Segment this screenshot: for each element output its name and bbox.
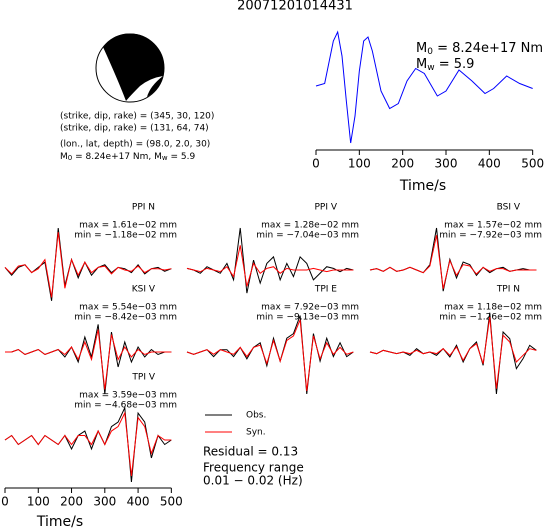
syn-trace bbox=[369, 235, 537, 289]
x-tick-label: 100 bbox=[348, 157, 371, 171]
subscript: 0 bbox=[68, 154, 72, 162]
subscript: w bbox=[427, 63, 434, 73]
min-amplitude: min = −7.92e−03 mm bbox=[439, 231, 542, 241]
frequency-title: Frequency range bbox=[203, 461, 304, 475]
legend-label: Obs. bbox=[246, 411, 266, 421]
x-tick-label: 0 bbox=[312, 157, 320, 171]
max-amplitude: max = 7.92e−03 mm bbox=[261, 303, 359, 313]
obs-trace bbox=[5, 324, 172, 395]
beachball bbox=[95, 33, 165, 103]
x-tick-label: 500 bbox=[521, 157, 544, 171]
station-name: KSI V bbox=[132, 285, 156, 295]
max-amplitude: max = 3.59e−03 mm bbox=[79, 391, 177, 401]
min-amplitude: min = −4.68e−03 mm bbox=[74, 401, 177, 411]
subscript: w bbox=[162, 154, 168, 162]
station-name: TPI E bbox=[314, 285, 337, 295]
obs-trace bbox=[186, 315, 354, 395]
x-tick-label: 200 bbox=[391, 157, 414, 171]
x-tick-label: 200 bbox=[60, 495, 83, 509]
text: = 5.9 bbox=[168, 152, 196, 162]
min-amplitude: min = −9.13e−03 mm bbox=[256, 313, 359, 323]
x-axis-label: Time/s bbox=[36, 514, 83, 530]
obs-trace bbox=[4, 405, 172, 483]
syn-trace bbox=[186, 245, 354, 287]
x-tick-label: 500 bbox=[160, 495, 183, 509]
subscript: 0 bbox=[427, 47, 433, 57]
moment-line: M0 = 8.24e+17 Nm, Mw = 5.9 bbox=[60, 152, 196, 163]
symbol: M bbox=[60, 152, 68, 162]
fault-plane-1: (strike, dip, rake) = (345, 30, 120) bbox=[60, 112, 214, 122]
beachball-compression bbox=[147, 76, 163, 97]
station-name: BSI V bbox=[497, 203, 521, 213]
max-amplitude: max = 5.54e−03 mm bbox=[79, 303, 177, 313]
min-amplitude: min = −7.04e−03 mm bbox=[256, 231, 359, 241]
x-tick-label: 300 bbox=[93, 495, 116, 509]
station-name: PPI N bbox=[132, 203, 155, 213]
frequency-range: 0.01 − 0.02 (Hz) bbox=[203, 474, 303, 488]
fault-plane-2: (strike, dip, rake) = (131, 64, 74) bbox=[60, 124, 209, 134]
source-time-function bbox=[315, 30, 533, 144]
x-tick-label: 100 bbox=[27, 495, 50, 509]
text: = 5.9 bbox=[435, 57, 475, 72]
station-name: PPI V bbox=[314, 203, 337, 213]
max-amplitude: max = 1.57e−02 mm bbox=[444, 221, 542, 231]
location: (lon., lat, depth) = (98.0, 2.0, 30) bbox=[60, 140, 210, 150]
syn-trace bbox=[4, 232, 172, 298]
station-name: TPI V bbox=[131, 373, 155, 383]
residual: Residual = 0.13 bbox=[203, 445, 298, 459]
legend-label: Syn. bbox=[246, 428, 266, 438]
x-axis-label: Time/s bbox=[399, 178, 446, 194]
text: = 8.24e+17 Nm, bbox=[72, 152, 154, 162]
x-tick-label: 400 bbox=[127, 495, 150, 509]
x-tick-label: 300 bbox=[435, 157, 458, 171]
syn-trace bbox=[4, 411, 172, 476]
syn-trace bbox=[186, 319, 354, 392]
beachball-compression bbox=[103, 33, 165, 101]
stf-moment: M0 = 8.24e+17 Nm bbox=[416, 41, 543, 57]
syn-trace bbox=[369, 316, 537, 389]
max-amplitude: max = 1.61e−02 mm bbox=[79, 221, 177, 231]
x-tick-label: 400 bbox=[478, 157, 501, 171]
symbol: M bbox=[416, 57, 427, 72]
symbol: M bbox=[416, 41, 427, 56]
min-amplitude: min = −1.18e−02 mm bbox=[74, 231, 177, 241]
station-name: TPI N bbox=[496, 285, 520, 295]
stf-magnitude: Mw = 5.9 bbox=[416, 57, 474, 73]
x-tick-label: 0 bbox=[1, 495, 9, 509]
syn-trace bbox=[5, 329, 172, 390]
min-amplitude: min = −8.42e−03 mm bbox=[74, 313, 177, 323]
max-amplitude: max = 1.18e−02 mm bbox=[444, 303, 542, 313]
symbol: M bbox=[154, 152, 162, 162]
title: 20071201014431 bbox=[237, 0, 353, 14]
text: = 8.24e+17 Nm bbox=[433, 41, 543, 56]
max-amplitude: max = 1.28e−02 mm bbox=[261, 221, 359, 231]
